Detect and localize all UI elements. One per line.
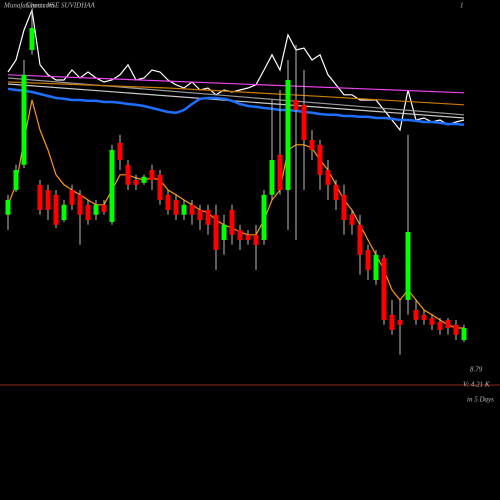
candle-body <box>181 204 187 215</box>
volume-label: V: 4.21 K <box>463 381 490 389</box>
chart-title: Charts NSE SUVIDHAA <box>26 2 96 10</box>
candle-body <box>293 100 299 110</box>
candle-body <box>317 144 323 175</box>
candle-body <box>237 230 243 240</box>
candle-body <box>357 224 363 255</box>
indicator-line <box>7 87 465 127</box>
candle-body <box>261 194 267 240</box>
candle-body <box>413 310 419 320</box>
candle-body <box>69 190 75 205</box>
candle-body <box>285 80 291 190</box>
period-label: in 5 Days <box>467 396 494 404</box>
candle-body <box>445 320 451 328</box>
candle-body <box>133 180 139 185</box>
candle-body <box>77 194 83 215</box>
candle-body <box>461 328 467 340</box>
candle-body <box>101 204 107 212</box>
candle-body <box>61 204 67 220</box>
candle-body <box>5 200 11 215</box>
candle-body <box>253 234 259 245</box>
candle-body <box>277 154 283 190</box>
candle-body <box>341 194 347 220</box>
candle-body <box>245 234 251 240</box>
candle-body <box>269 160 275 195</box>
candle-body <box>405 232 411 300</box>
candle-body <box>229 210 235 235</box>
candle-body <box>389 314 395 330</box>
candle-body <box>189 204 195 215</box>
candle-body <box>93 204 99 215</box>
candle-body <box>205 210 211 225</box>
candle-body <box>21 74 27 165</box>
indicator-line <box>7 81 465 106</box>
candle-body <box>365 250 371 270</box>
candle-body <box>85 204 91 220</box>
candle-body <box>349 214 355 225</box>
candle-body <box>173 200 179 215</box>
indicator-line <box>7 83 465 119</box>
candle-body <box>333 184 339 200</box>
candle-body <box>149 170 155 180</box>
candle-body <box>421 314 427 320</box>
candle-body <box>453 324 459 335</box>
candle-body <box>117 142 123 160</box>
indicator-line <box>7 74 465 94</box>
indicator-line <box>7 77 465 116</box>
candle-body <box>13 170 19 190</box>
candle-body <box>29 28 35 50</box>
candle-body <box>437 322 443 330</box>
indicator-line <box>7 99 464 329</box>
candle-body <box>165 194 171 210</box>
candle-body <box>301 104 307 140</box>
last-price: 8.79 <box>470 366 483 374</box>
candle-body <box>157 174 163 200</box>
candle-body <box>221 224 227 240</box>
candle-body <box>397 320 403 325</box>
candle-body <box>381 258 387 320</box>
candle-body <box>53 194 59 225</box>
candle-body <box>373 254 379 280</box>
brand: MunafaSutra.com <box>3 2 54 10</box>
candle-body <box>325 170 331 185</box>
corner-label: 1 <box>460 2 464 10</box>
indicator-line <box>7 7 465 132</box>
candle-body <box>197 210 203 220</box>
candle-body <box>125 164 131 185</box>
candle-body <box>309 140 315 150</box>
candle-body <box>37 184 43 210</box>
candle-body <box>429 318 435 325</box>
candle-body <box>213 214 219 250</box>
candle-body <box>109 150 115 222</box>
candle-body <box>141 176 147 183</box>
candle-body <box>45 190 51 210</box>
